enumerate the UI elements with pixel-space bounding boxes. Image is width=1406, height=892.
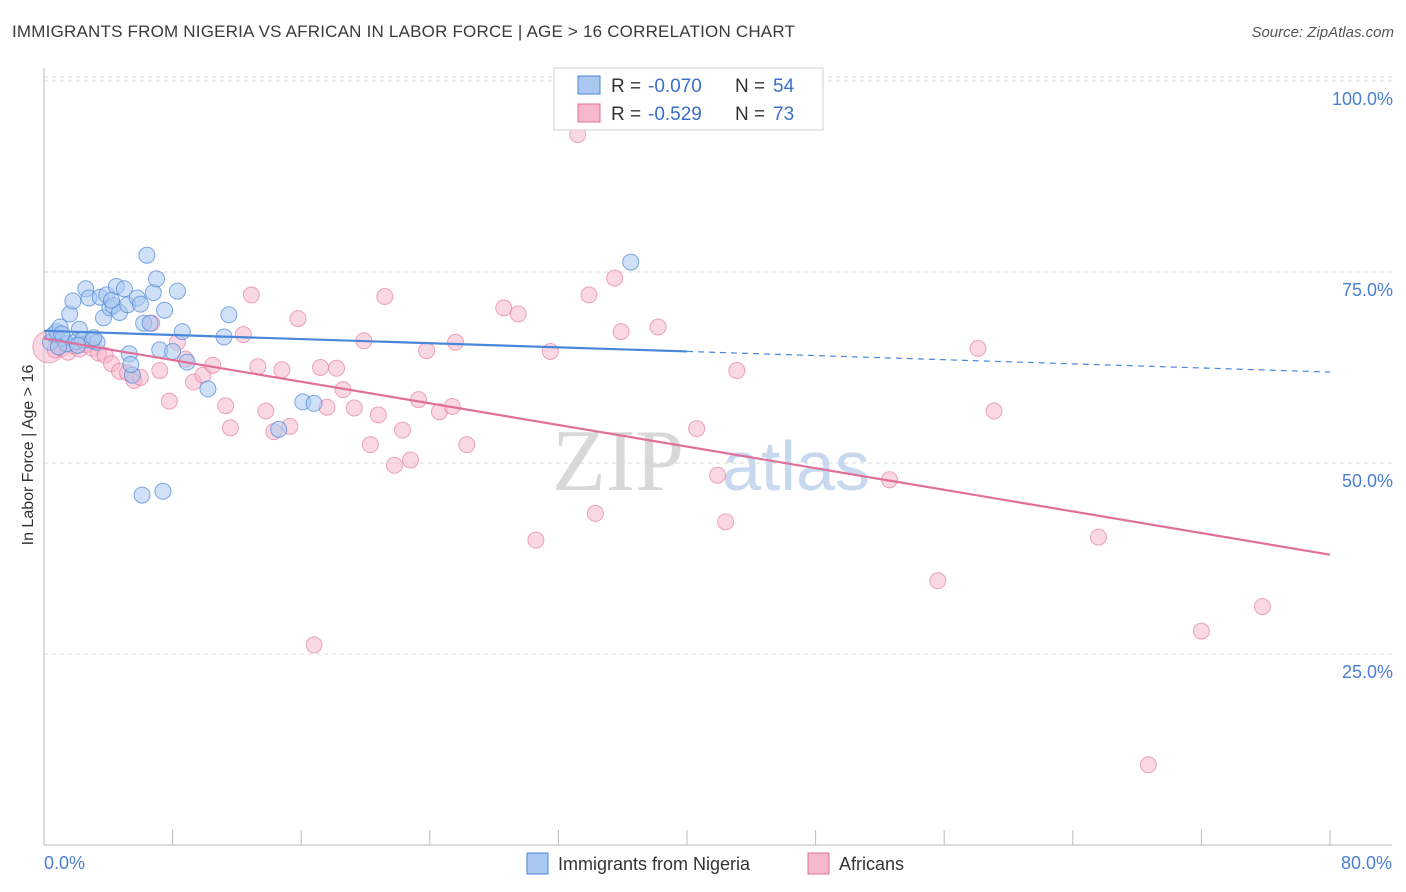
nigeria-point: [168, 282, 186, 300]
legend-swatch-nigeria: [577, 75, 601, 95]
africans-point: [257, 402, 275, 420]
bottom-legend-label-africans: Africans: [839, 854, 904, 874]
nigeria-point: [173, 323, 191, 341]
africans-point: [447, 333, 465, 351]
source-credit: Source: ZipAtlas.com: [1251, 24, 1394, 41]
africans-point: [385, 456, 403, 474]
africans-point: [586, 504, 604, 522]
africans-point: [160, 392, 178, 410]
africans-trend-line: [43, 337, 1331, 556]
africans-point: [612, 323, 630, 341]
africans-point: [709, 466, 727, 484]
nigeria-point: [199, 380, 217, 398]
africans-point: [221, 419, 239, 437]
nigeria-point: [115, 280, 133, 298]
nigeria-point: [122, 355, 140, 373]
africans-point: [688, 420, 706, 438]
legend-n-label-africans: N =: [735, 104, 765, 125]
nigeria-point: [154, 482, 172, 500]
y-tick-label-75: 75.0%: [1342, 280, 1393, 300]
chart-title: IMMIGRANTS FROM NIGERIA VS AFRICAN IN LA…: [12, 22, 796, 41]
africans-point: [1192, 622, 1210, 640]
nigeria-point: [622, 253, 640, 271]
africans-point: [985, 402, 1003, 420]
africans-point: [495, 299, 513, 317]
nigeria-point: [156, 301, 174, 319]
africans-point: [361, 436, 379, 454]
nigeria-trend-extension: [686, 350, 1331, 373]
africans-point: [717, 513, 735, 531]
africans-point: [376, 287, 394, 305]
africans-point: [234, 326, 252, 344]
africans-point: [393, 421, 411, 439]
africans-point: [649, 318, 667, 336]
africans-point: [242, 286, 260, 304]
nigeria-point: [164, 342, 182, 360]
x-tick-label-max: 80.0%: [1341, 853, 1392, 873]
bottom-legend: Immigrants from Nigeria Africans: [526, 852, 904, 875]
nigeria-point: [133, 486, 151, 504]
nigeria-point: [131, 295, 149, 313]
africans-point: [728, 362, 746, 380]
legend-n-label-nigeria: N =: [735, 76, 765, 97]
y-axis-label: In Labor Force | Age > 16: [20, 365, 37, 546]
africans-point: [929, 572, 947, 590]
legend-r-label-africans: R =: [611, 104, 641, 125]
africans-point: [606, 269, 624, 287]
nigeria-point: [141, 314, 159, 332]
nigeria-point: [305, 394, 323, 412]
y-tick-label-50: 50.0%: [1342, 471, 1393, 491]
nigeria-point: [64, 292, 82, 310]
africans-point: [458, 436, 476, 454]
africans-point: [328, 359, 346, 377]
nigeria-trend-line: [43, 329, 688, 353]
x-axis-ticks: [43, 830, 1331, 845]
legend-r-value-nigeria: -0.070: [648, 76, 702, 97]
africans-point: [402, 451, 420, 469]
y-tick-label-100: 100.0%: [1332, 89, 1393, 109]
africans-point: [1139, 756, 1157, 774]
nigeria-point: [103, 291, 121, 309]
legend-box: R = -0.070 N = 54 R = -0.529 N = 73: [553, 67, 824, 131]
nigeria-point: [220, 306, 238, 324]
trend-lines: [43, 329, 1331, 556]
nigeria-point: [85, 329, 103, 347]
africans-point: [527, 531, 545, 549]
gridlines: [44, 76, 1392, 655]
africans-point: [311, 359, 329, 376]
legend-n-value-africans: 73: [773, 104, 794, 125]
africans-point: [151, 362, 169, 380]
africans-point: [969, 339, 987, 357]
africans-point: [345, 399, 363, 417]
y-tick-label-25: 25.0%: [1342, 662, 1393, 682]
africans-point: [249, 358, 267, 376]
y-tick-labels: 25.0% 50.0% 75.0% 100.0%: [1332, 89, 1393, 682]
legend-r-value-africans: -0.529: [648, 104, 702, 125]
watermark-zip: ZIP: [552, 413, 684, 510]
legend-r-label-nigeria: R =: [611, 76, 641, 97]
bottom-legend-label-nigeria: Immigrants from Nigeria: [558, 854, 751, 874]
africans-point: [305, 636, 323, 654]
africans-point: [217, 397, 235, 415]
africans-point: [289, 310, 307, 328]
nigeria-point: [148, 270, 166, 288]
bottom-legend-swatch-africans: [807, 852, 830, 875]
x-tick-label-min: 0.0%: [44, 853, 85, 873]
africans-point: [509, 305, 527, 323]
nigeria-point: [49, 338, 67, 356]
africans-point: [369, 406, 387, 424]
legend-n-value-nigeria: 54: [773, 76, 795, 97]
africans-point: [1253, 598, 1271, 616]
bottom-legend-swatch-nigeria: [526, 852, 549, 875]
africans-point: [1090, 528, 1108, 546]
africans-point: [273, 361, 291, 379]
nigeria-point: [138, 246, 156, 264]
africans-point: [418, 342, 436, 360]
nigeria-point: [270, 420, 288, 438]
legend-swatch-africans: [577, 103, 601, 123]
africans-point: [580, 286, 598, 304]
